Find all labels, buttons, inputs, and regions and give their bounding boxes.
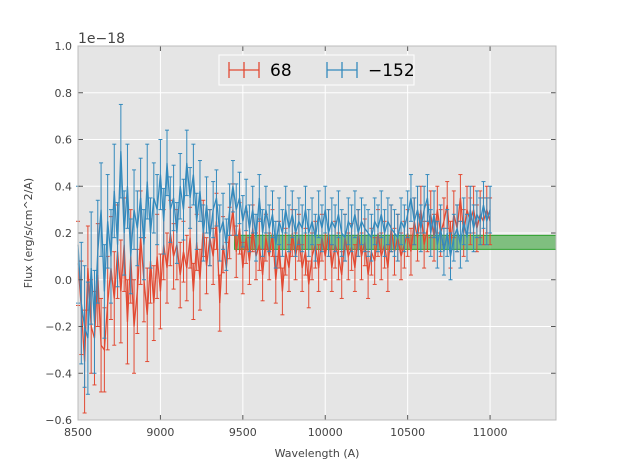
legend-label-68: 68 (270, 61, 292, 81)
tick-layer: 8500 9000 9500 10000 10500 11000 −0.6 −0.4 −0.2 0… (45, 40, 557, 439)
legend-swatch-152 (326, 62, 358, 78)
legend: 68 −152 (218, 54, 415, 86)
x-tick-label: 11000 (473, 426, 508, 439)
x-tick-label: 9000 (146, 426, 174, 439)
y-tick-label: 0.4 (55, 180, 73, 193)
series-line (77, 197, 491, 362)
y-tick-label: 0.0 (55, 274, 73, 287)
x-tick-label: 9500 (229, 426, 257, 439)
x-axis-label: Wavelength (A) (275, 447, 360, 460)
x-tick-label: 10000 (308, 426, 343, 439)
legend-swatch-68 (228, 62, 260, 78)
series-line (77, 151, 491, 339)
legend-label-152: −152 (368, 61, 415, 81)
y-tick-label: 0.2 (55, 227, 73, 240)
y-tick-label: 1.0 (55, 40, 73, 53)
y-tick-label: −0.4 (45, 367, 72, 380)
x-tick-label: 8500 (64, 426, 92, 439)
x-tick-label: 10500 (390, 426, 425, 439)
series-layer (76, 103, 493, 414)
series-152 (76, 103, 493, 395)
plot-frame (77, 45, 557, 421)
y-tick-label: 0.8 (55, 87, 73, 100)
y-tick-label: −0.6 (45, 414, 72, 427)
y-tick-label: −0.2 (45, 321, 72, 334)
y-tick-label: 0.6 (55, 134, 73, 147)
y-offset-label: 1e−18 (78, 31, 125, 47)
y-axis-label: Flux (erg/s/cm^2/A) (22, 178, 35, 288)
